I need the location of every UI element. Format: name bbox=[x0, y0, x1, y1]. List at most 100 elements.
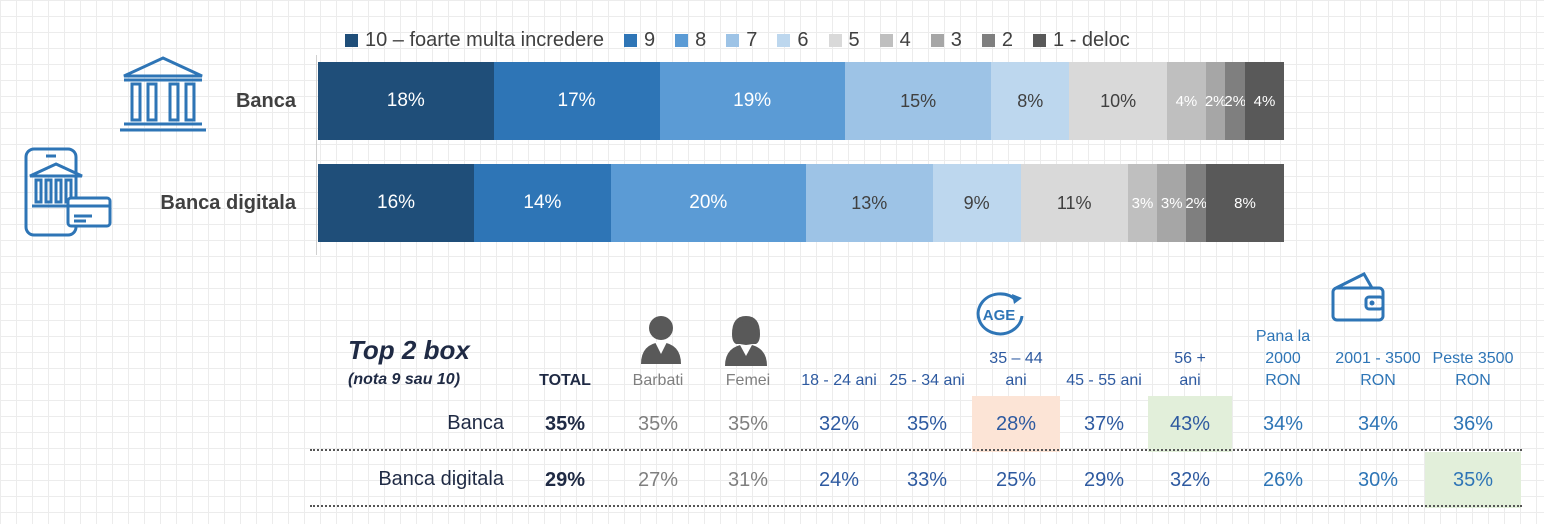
row-divider bbox=[310, 449, 1522, 451]
svg-text:AGE: AGE bbox=[983, 307, 1016, 324]
table-cell: 32% bbox=[1169, 468, 1211, 491]
bar-segment: 4% bbox=[1166, 62, 1206, 140]
table-cell: 35% bbox=[544, 412, 586, 435]
table-cell: 34% bbox=[1357, 412, 1399, 435]
data-label: 3% bbox=[1131, 194, 1154, 212]
column-header: Pana la 2000 RON bbox=[1227, 326, 1339, 392]
data-label: 9% bbox=[963, 192, 990, 213]
column-header: 56 + ani bbox=[1138, 348, 1242, 392]
table-cell: 32% bbox=[818, 412, 860, 435]
data-label: 2% bbox=[1185, 194, 1208, 212]
data-label: 11% bbox=[1056, 192, 1092, 213]
table-cell: 26% bbox=[1262, 468, 1304, 491]
bar-segment: 2% bbox=[1185, 164, 1208, 242]
legend-item: 3 bbox=[930, 29, 962, 52]
data-label: 8% bbox=[1234, 194, 1256, 212]
bar-segment: 2% bbox=[1224, 62, 1246, 140]
table-cell: 24% bbox=[818, 468, 860, 491]
data-label: 10% bbox=[1100, 90, 1137, 111]
woman-icon bbox=[725, 316, 767, 366]
column-header-line: Peste 3500 bbox=[1432, 350, 1514, 367]
bar-segment: 13% bbox=[805, 164, 933, 242]
legend-label: 6 bbox=[797, 28, 809, 51]
column-header: Peste 3500 RON bbox=[1415, 348, 1531, 392]
legend-swatch bbox=[777, 33, 791, 47]
data-label: 16% bbox=[377, 192, 416, 213]
table-cell: 29% bbox=[1083, 468, 1125, 491]
bar-label-banca: Banca bbox=[235, 90, 296, 112]
table-row-label: Banca digitala bbox=[378, 468, 504, 490]
legend-item: 1 - deloc bbox=[1033, 29, 1130, 52]
column-header: Femei bbox=[695, 370, 801, 392]
column-header: TOTAL bbox=[513, 370, 617, 392]
wallet-icon bbox=[1331, 272, 1385, 322]
table-cell: 36% bbox=[1452, 412, 1494, 435]
legend-label: 8 bbox=[695, 28, 707, 51]
legend-item: 7 bbox=[726, 29, 757, 52]
bar-segment: 4% bbox=[1244, 62, 1284, 140]
bar-segment: 3% bbox=[1157, 164, 1187, 242]
bar-segment: 11% bbox=[1020, 164, 1128, 242]
legend-swatch bbox=[675, 33, 689, 47]
data-label: 2% bbox=[1204, 92, 1227, 110]
legend-label: 5 bbox=[848, 28, 860, 51]
column-header-line: Barbati bbox=[632, 372, 684, 389]
data-label: 20% bbox=[689, 192, 728, 213]
column-header-line: 25 - 34 ani bbox=[889, 372, 965, 389]
bar-segment: 16% bbox=[318, 164, 475, 242]
table-cell: 34% bbox=[1262, 412, 1304, 435]
bar-segment: 3% bbox=[1127, 164, 1158, 242]
bar-label-banca-digitala: Banca digitala bbox=[160, 192, 296, 214]
table-cell: 37% bbox=[1083, 412, 1125, 435]
legend-item: 8 bbox=[675, 29, 706, 52]
column-header-line: ani bbox=[1179, 372, 1201, 389]
bar-segment: 20% bbox=[610, 164, 806, 242]
data-label: 18% bbox=[386, 90, 425, 111]
bar-segment: 14% bbox=[474, 164, 611, 242]
legend-swatch bbox=[624, 33, 638, 47]
column-header-line: RON bbox=[1455, 372, 1491, 389]
legend-swatch bbox=[726, 33, 740, 47]
man-icon bbox=[641, 316, 681, 364]
data-label: 14% bbox=[523, 192, 562, 213]
bar-segment: 17% bbox=[493, 62, 660, 140]
legend-item: 9 bbox=[624, 29, 655, 52]
table-cell: 25% bbox=[995, 468, 1037, 491]
table-cell: 29% bbox=[544, 468, 586, 491]
data-label: 3% bbox=[1160, 194, 1183, 212]
column-header: 2001 - 3500 RON bbox=[1320, 348, 1436, 392]
column-header-line: RON bbox=[1360, 372, 1396, 389]
legend-swatch bbox=[930, 33, 944, 47]
column-header-line: Pana la bbox=[1255, 328, 1311, 345]
legend-item: 5 bbox=[828, 28, 860, 52]
data-label: 8% bbox=[1017, 90, 1044, 111]
legend-item: 4 bbox=[879, 28, 911, 52]
legend-item: 6 bbox=[777, 28, 809, 52]
legend-label: 10 – foarte multa incredere bbox=[365, 28, 605, 51]
legend-swatch bbox=[828, 33, 842, 47]
legend-label: 4 bbox=[899, 28, 911, 51]
bar-segment: 10% bbox=[1069, 62, 1167, 140]
legend-item: 10 – foarte multa incredere bbox=[345, 29, 604, 52]
table-cell: 35% bbox=[906, 412, 948, 435]
legend-swatch bbox=[345, 33, 358, 47]
column-header-line: ani bbox=[1005, 372, 1027, 389]
bar-segment: 8% bbox=[991, 62, 1070, 140]
table-cell: 35% bbox=[637, 412, 679, 435]
table-row-label: Banca bbox=[447, 412, 504, 434]
category-axis-line bbox=[316, 55, 317, 255]
table-cell: 33% bbox=[906, 468, 948, 491]
column-header-line: 45 - 55 ani bbox=[1066, 372, 1142, 389]
mobile-bank-card-icon bbox=[24, 147, 112, 237]
column-header-line: 35 – 44 bbox=[989, 350, 1043, 367]
column-header: 45 - 55 ani bbox=[1049, 370, 1159, 392]
top2box-subtitle: (nota 9 sau 10) bbox=[348, 371, 461, 388]
column-header: 18 - 24 ani bbox=[783, 370, 895, 392]
table-cell: 43% bbox=[1148, 396, 1232, 452]
table-cell: 35% bbox=[1425, 452, 1521, 508]
legend-item: 2 bbox=[981, 29, 1013, 52]
data-label: 4% bbox=[1253, 92, 1276, 110]
bar-segment: 19% bbox=[659, 62, 845, 140]
legend-label: 7 bbox=[746, 28, 758, 51]
legend-swatch bbox=[1033, 33, 1047, 47]
